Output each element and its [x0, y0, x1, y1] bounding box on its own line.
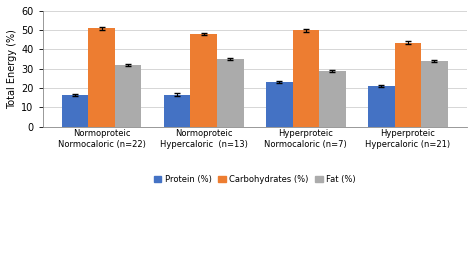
Bar	[164, 95, 191, 127]
Bar	[421, 61, 448, 127]
Bar	[266, 82, 292, 127]
Bar	[62, 95, 88, 127]
Bar	[395, 43, 421, 127]
Bar	[217, 59, 244, 127]
Bar	[191, 34, 217, 127]
Bar	[368, 86, 395, 127]
Y-axis label: Total Energy (%): Total Energy (%)	[7, 29, 17, 109]
Bar	[292, 30, 319, 127]
Bar	[115, 65, 141, 127]
Legend: Protein (%), Carbohydrates (%), Fat (%): Protein (%), Carbohydrates (%), Fat (%)	[151, 172, 359, 187]
Bar	[319, 71, 346, 127]
Bar	[88, 28, 115, 127]
